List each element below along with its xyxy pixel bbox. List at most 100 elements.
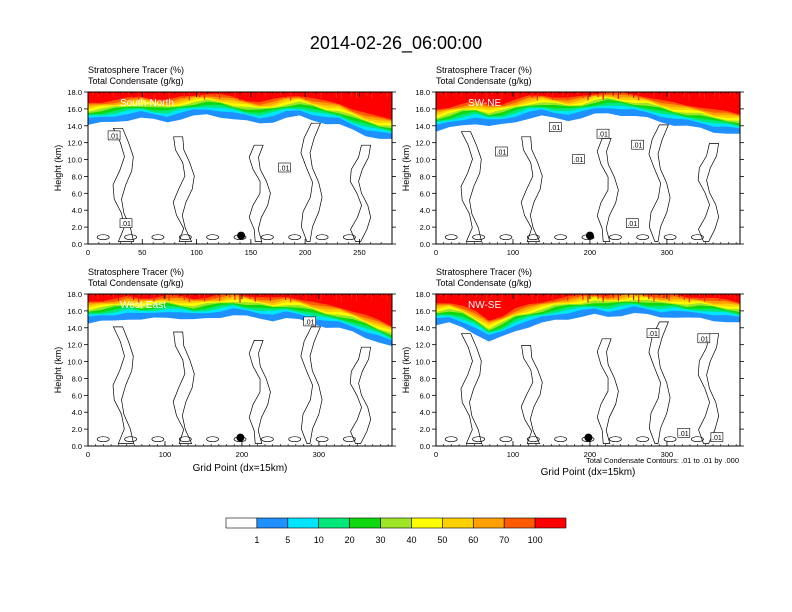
colorbar-swatch [287, 517, 320, 529]
contour-label-box [631, 139, 644, 150]
y-tick-label: 16.0 [415, 307, 430, 316]
y-tick-label: 0.0 [420, 240, 430, 249]
colorbar-swatch [349, 517, 381, 529]
y-tick-label: 2.0 [72, 425, 82, 434]
plot-frame [435, 91, 741, 245]
colorbar-swatch [256, 517, 289, 529]
condensate-contour [343, 234, 356, 241]
y-tick-label: 2.0 [420, 425, 430, 434]
panel-label: South-North [120, 98, 174, 109]
condensate-contour [499, 234, 513, 241]
contour-label: .01 [280, 166, 290, 173]
tracer-band [88, 92, 392, 120]
y-tick-label: 18.0 [67, 88, 82, 97]
condensate-contour [315, 234, 329, 241]
condensate-contour [248, 340, 271, 444]
contour-label-box [625, 218, 639, 228]
y-tick-label: 16.0 [415, 105, 430, 114]
contour-label-box [697, 333, 711, 344]
colorbar-label: 20 [345, 535, 355, 545]
condensate-contour [648, 321, 671, 444]
x-tick-label: 200 [584, 248, 597, 257]
condensate-contour [124, 234, 137, 241]
x-tick-label: 150 [245, 248, 258, 257]
y-tick-label: 2.0 [420, 223, 430, 232]
y-tick-label: 12.0 [415, 341, 430, 350]
panel-title-tracer: Stratosphere Tracer (%) [88, 267, 184, 277]
condensate-contour [248, 144, 271, 242]
contour-label-box [495, 146, 508, 157]
colorbar-swatch [442, 517, 474, 529]
y-tick-label: 14.0 [415, 324, 430, 333]
condensate-contour [691, 436, 704, 443]
condensate-contour [96, 234, 110, 241]
panel-title-condensate: Total Condensate (g/kg) [436, 278, 532, 288]
colorbar-swatch [411, 517, 443, 529]
condensate-contour [472, 234, 485, 241]
contour-label-box [548, 122, 562, 132]
y-tick-label: 0.0 [72, 240, 82, 249]
plot-area: .01 .01 .01 [88, 92, 392, 244]
panel-title-condensate: Total Condensate (g/kg) [436, 76, 532, 86]
y-tick-label: 14.0 [415, 122, 430, 131]
condensate-contour [349, 346, 372, 444]
colorbar-swatch [472, 517, 505, 529]
chart-panel: Stratosphere Tracer (%)Total Condensate … [401, 65, 744, 257]
condensate-contour [554, 234, 567, 241]
condensate-contour [460, 131, 483, 242]
contour-footnote: Total Condensate Contours: .01 to .01 by… [586, 456, 739, 465]
condensate-contour [151, 436, 165, 443]
condensate-contour [691, 234, 704, 241]
colorbar-label: 30 [376, 535, 386, 545]
colorbar-swatch [380, 517, 412, 529]
contour-label: .01 [648, 331, 658, 338]
x-tick-label: 100 [507, 248, 520, 257]
colorbar-swatch [534, 517, 567, 529]
panel-label: West-East [120, 300, 166, 311]
condensate-contour [526, 234, 540, 241]
y-axis-label: Height (km) [53, 145, 63, 192]
condensate-contour [648, 124, 671, 242]
tracer-band [88, 294, 392, 327]
x-tick-label: 0 [86, 450, 90, 459]
contour-label: .01 [712, 435, 722, 442]
contour-label: .01 [679, 431, 689, 438]
plot-area: .01 [88, 294, 392, 446]
plot-area: .01 .01 .01 .01 [436, 294, 740, 446]
x-tick-label: 200 [236, 450, 249, 459]
x-tick-label: 300 [661, 248, 674, 257]
condensate-contour [261, 436, 274, 443]
condensate-contour [472, 436, 485, 443]
panel-title-condensate: Total Condensate (g/kg) [88, 76, 184, 86]
figure-title: 2014-02-26_06:00:00 [310, 33, 482, 54]
condensate-contour [206, 234, 219, 241]
contour-label-box [572, 154, 585, 164]
y-tick-label: 0.0 [72, 442, 82, 451]
condensate-contour [697, 333, 720, 444]
contour-label: .01 [550, 125, 560, 132]
y-tick-label: 6.0 [420, 391, 430, 400]
panel-title-condensate: Total Condensate (g/kg) [88, 278, 184, 288]
x-tick-label: 100 [190, 248, 203, 257]
y-tick-label: 0.0 [420, 442, 430, 451]
condensate-contour [526, 436, 540, 443]
y-tick-label: 4.0 [420, 206, 430, 215]
condensate-contour [178, 436, 192, 443]
condensate-contour [520, 345, 543, 444]
x-tick-label: 50 [138, 248, 146, 257]
marker-point [585, 231, 594, 240]
condensate-contour [261, 234, 274, 241]
condensate-contour [609, 234, 622, 241]
condensate-contour [300, 122, 323, 242]
condensate-contour [178, 234, 192, 241]
contour-label: .01 [574, 157, 584, 164]
colorbar-label: 40 [406, 535, 416, 545]
condensate-contour [609, 436, 622, 443]
y-tick-label: 8.0 [420, 172, 430, 181]
x-tick-label: 200 [584, 450, 597, 459]
contour-label: .01 [305, 319, 315, 326]
colorbar-label: 5 [285, 535, 290, 545]
x-tick-label: 100 [507, 450, 520, 459]
y-tick-label: 18.0 [415, 88, 430, 97]
plot-frame [435, 293, 741, 447]
